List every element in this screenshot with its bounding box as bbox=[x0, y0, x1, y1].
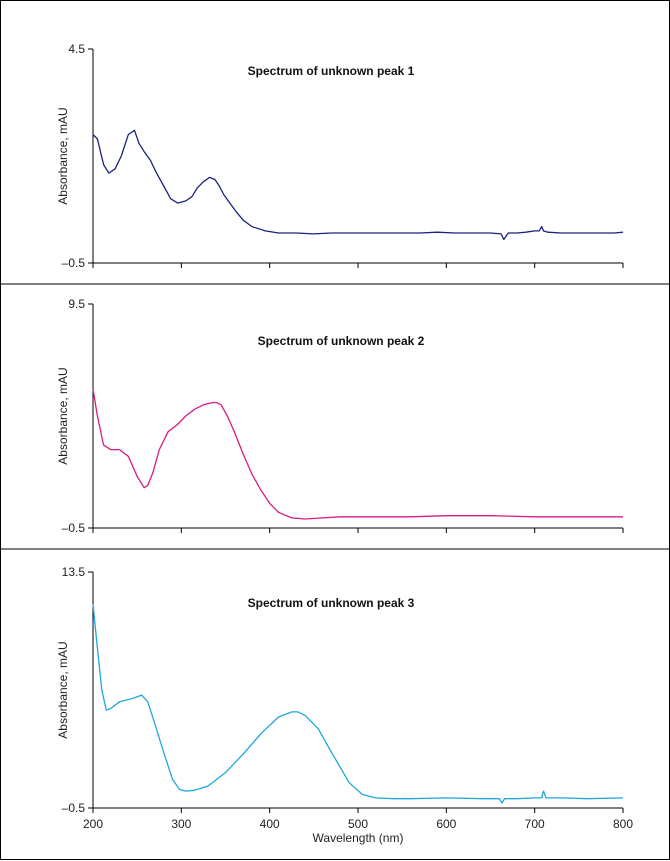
spectrum-line bbox=[92, 129, 624, 241]
spectrum-line bbox=[92, 603, 624, 804]
y-tick-label: –0.5 bbox=[62, 801, 86, 815]
panel-title: Spectrum of unknown peak 3 bbox=[248, 596, 415, 610]
panel-title: Spectrum of unknown peak 2 bbox=[258, 334, 425, 348]
y-axis-label: Absorbance, mAU bbox=[56, 367, 70, 464]
x-tick-label: 800 bbox=[613, 817, 633, 831]
x-tick-label: 500 bbox=[348, 817, 368, 831]
y-tick-label: –0.5 bbox=[62, 256, 86, 270]
x-tick-label: 700 bbox=[525, 817, 545, 831]
y-axis-label: Absorbance, mAU bbox=[56, 107, 70, 204]
y-tick-label: 13.5 bbox=[62, 565, 86, 579]
x-tick-label: 300 bbox=[171, 817, 191, 831]
y-tick-label: 9.5 bbox=[68, 297, 85, 311]
spectrum-line bbox=[92, 388, 623, 520]
y-axis-label: Absorbance, mAU bbox=[56, 641, 70, 738]
y-tick-label: –0.5 bbox=[62, 521, 86, 535]
x-tick-label: 400 bbox=[260, 817, 280, 831]
x-axis-label: Wavelength (nm) bbox=[313, 831, 404, 845]
x-tick-label: 200 bbox=[83, 817, 103, 831]
panel-title: Spectrum of unknown peak 1 bbox=[248, 64, 415, 78]
y-tick-label: 4.5 bbox=[68, 42, 85, 56]
x-tick-label: 600 bbox=[436, 817, 456, 831]
